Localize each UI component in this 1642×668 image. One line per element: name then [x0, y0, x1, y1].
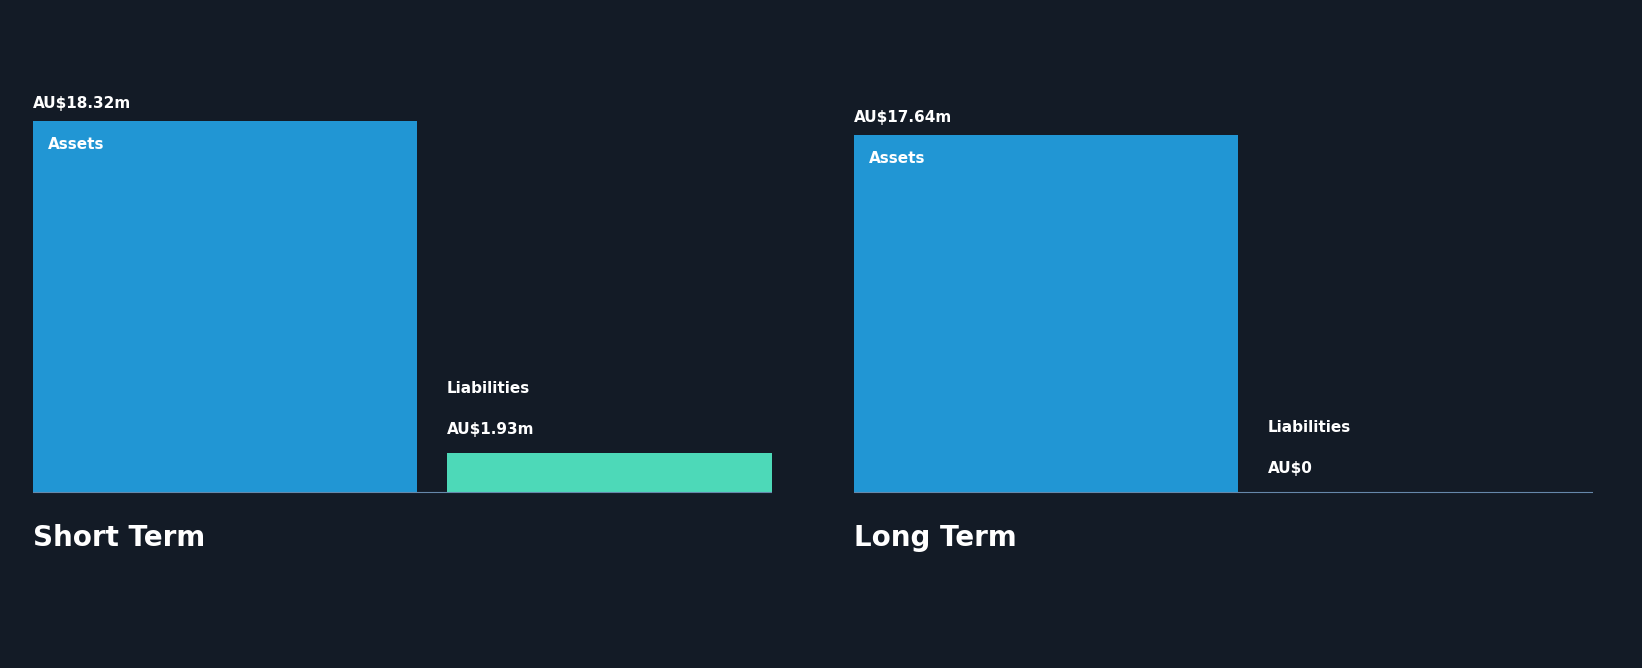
- Text: AU$18.32m: AU$18.32m: [33, 96, 131, 111]
- Text: AU$0: AU$0: [1268, 461, 1312, 476]
- Text: Long Term: Long Term: [854, 524, 1016, 552]
- Text: Assets: Assets: [48, 138, 103, 152]
- Text: Liabilities: Liabilities: [447, 381, 530, 396]
- Text: Liabilities: Liabilities: [1268, 420, 1351, 436]
- Text: Assets: Assets: [869, 151, 924, 166]
- Bar: [447, 453, 772, 492]
- Text: Short Term: Short Term: [33, 524, 205, 552]
- Bar: [854, 135, 1238, 492]
- Text: AU$1.93m: AU$1.93m: [447, 422, 534, 437]
- Text: AU$17.64m: AU$17.64m: [854, 110, 952, 125]
- Bar: [33, 122, 417, 492]
